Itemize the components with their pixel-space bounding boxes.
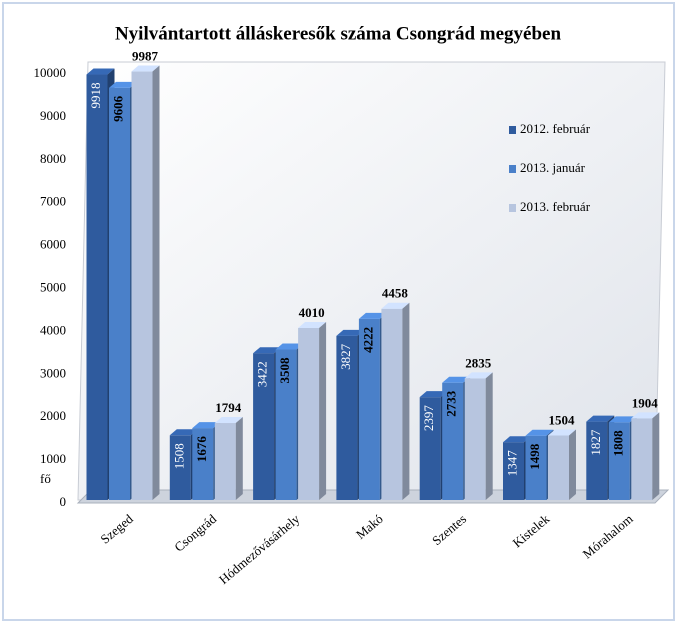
value-label: 1508: [171, 443, 186, 469]
bar: [298, 321, 327, 500]
bar-top: [548, 429, 576, 436]
bar-top: [381, 302, 410, 309]
bar-side: [402, 302, 410, 500]
y-tick-label: 4000: [40, 322, 66, 337]
bar: [548, 429, 576, 500]
legend-label: 2012. február: [520, 121, 591, 136]
value-label: 1504: [549, 412, 576, 427]
bar-top: [503, 436, 531, 443]
value-label: 3827: [338, 343, 353, 370]
bar-top: [442, 376, 471, 383]
value-label: 2733: [444, 390, 459, 417]
bar-side: [235, 417, 243, 500]
bar-top: [253, 347, 282, 354]
value-label: 2835: [465, 355, 492, 370]
bar-front: [419, 397, 441, 500]
bar-top: [214, 417, 243, 424]
bar-top: [631, 412, 660, 419]
y-tick-label: 6000: [40, 237, 66, 252]
bar-top: [419, 391, 448, 398]
value-label: 1904: [632, 395, 659, 410]
value-label: 3508: [277, 357, 292, 384]
bar-top: [464, 372, 493, 379]
bar-side: [319, 321, 327, 500]
y-tick-label: 5000: [40, 279, 66, 294]
bar: [464, 372, 493, 500]
bar-front: [548, 435, 569, 500]
value-label: 1498: [527, 443, 542, 470]
bar-side: [485, 372, 493, 500]
legend-swatch: [509, 126, 516, 134]
y-tick-label: 2000: [40, 408, 66, 423]
value-label: 9987: [132, 49, 159, 64]
y-tick-label: 9000: [40, 108, 66, 123]
bar-top: [169, 429, 198, 436]
bar-front: [214, 423, 236, 500]
bar-top: [275, 343, 304, 350]
y-tick-label: 3000: [40, 365, 66, 380]
bar: [131, 65, 160, 500]
bar-top: [586, 415, 615, 422]
value-label: 1827: [588, 429, 603, 456]
bar: [214, 417, 243, 500]
bar-top: [298, 321, 327, 328]
value-label: 1676: [194, 436, 209, 463]
bar-front: [86, 74, 108, 501]
y-tick-label: 10000: [34, 65, 67, 80]
bar-top: [358, 312, 387, 319]
bar-front: [169, 435, 191, 500]
value-label: 1808: [610, 430, 625, 457]
bar-top: [109, 81, 137, 88]
bar-side: [569, 429, 576, 500]
value-label: 4222: [360, 327, 375, 353]
bar-front: [586, 421, 608, 500]
legend-swatch: [509, 165, 516, 173]
bar-front: [298, 327, 320, 500]
bar-top: [86, 68, 115, 75]
bar-front: [109, 87, 130, 501]
value-label: 1794: [215, 400, 242, 415]
bar-front: [608, 422, 630, 500]
bar-front: [358, 318, 380, 500]
bar-side: [652, 412, 660, 500]
value-label: 4458: [382, 286, 409, 301]
bar-front: [253, 353, 275, 500]
y-tick-label: 1000: [40, 451, 66, 466]
value-label: 3422: [255, 361, 270, 387]
bar-top: [192, 422, 221, 429]
value-label: 4010: [299, 305, 325, 320]
bar-top: [608, 416, 637, 423]
bar-front: [631, 418, 653, 500]
bar-front: [503, 442, 524, 500]
bar-top: [336, 329, 365, 336]
bar-front: [381, 308, 403, 500]
bar-side: [152, 65, 160, 500]
legend-label: 2013. február: [520, 199, 591, 214]
value-label: 2397: [421, 405, 436, 432]
bar: [631, 412, 660, 500]
y-tick-label: 8000: [40, 151, 66, 166]
y-tick-label: 7000: [40, 194, 66, 209]
chart-title: Nyilvántartott álláskeresők száma Csongr…: [115, 23, 562, 44]
legend-label: 2013. január: [520, 160, 586, 175]
bar-front: [336, 335, 358, 500]
value-label: 1347: [504, 450, 519, 477]
bar-front: [275, 349, 297, 500]
value-label: 9918: [88, 83, 103, 109]
bar-front: [131, 71, 153, 500]
bar-front: [192, 428, 214, 500]
bar-front: [525, 435, 547, 500]
bar-front: [442, 382, 464, 500]
bar: [381, 302, 410, 500]
bar-top: [131, 65, 160, 72]
value-label: 9606: [110, 95, 125, 122]
bar-front: [464, 378, 486, 500]
bar-top: [525, 429, 554, 436]
y-axis-label: fő: [40, 471, 51, 486]
legend-swatch: [509, 204, 516, 212]
y-tick-label: 0: [60, 494, 67, 509]
